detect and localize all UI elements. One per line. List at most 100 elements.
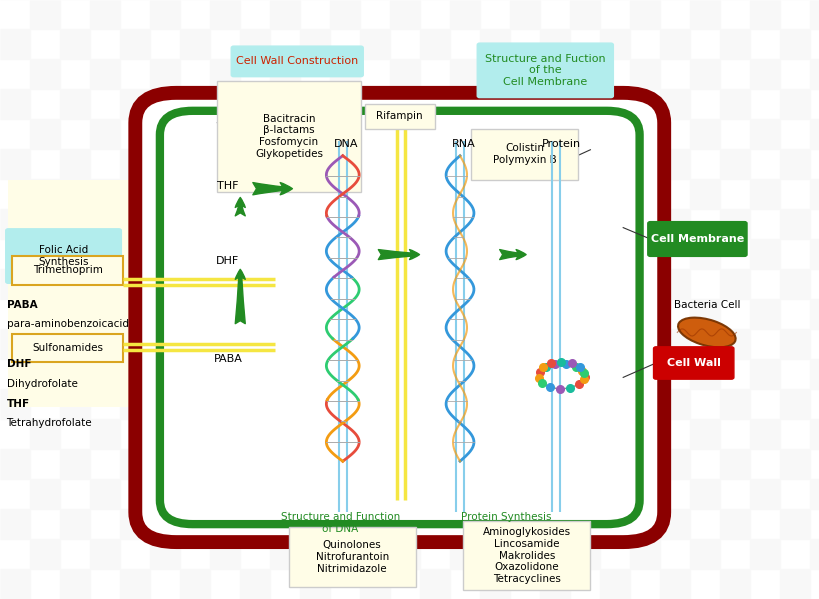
Bar bbox=[419, 89, 450, 119]
Bar bbox=[210, 0, 240, 29]
Bar bbox=[120, 29, 150, 59]
Bar bbox=[659, 209, 689, 239]
Bar bbox=[659, 149, 689, 179]
Bar bbox=[569, 359, 600, 389]
Bar bbox=[479, 389, 509, 419]
Bar bbox=[300, 509, 329, 539]
Bar bbox=[600, 209, 629, 239]
Bar bbox=[90, 359, 120, 389]
Bar bbox=[240, 389, 269, 419]
Bar bbox=[419, 569, 450, 599]
Bar bbox=[60, 269, 90, 299]
Bar bbox=[360, 29, 390, 59]
Text: Bacitracin
β-lactams
Fosfomycin
Glykopetides: Bacitracin β-lactams Fosfomycin Glykopet… bbox=[255, 114, 323, 159]
Bar bbox=[749, 359, 779, 389]
Bar bbox=[450, 239, 479, 269]
Bar bbox=[329, 59, 360, 89]
Bar bbox=[180, 449, 210, 479]
Bar bbox=[419, 449, 450, 479]
Bar bbox=[240, 329, 269, 359]
Bar bbox=[269, 419, 300, 449]
Bar bbox=[479, 149, 509, 179]
Text: Bacteria Cell: Bacteria Cell bbox=[672, 301, 740, 310]
Bar bbox=[60, 29, 90, 59]
Bar bbox=[300, 209, 329, 239]
Bar bbox=[360, 449, 390, 479]
Bar bbox=[479, 269, 509, 299]
Bar bbox=[719, 569, 749, 599]
Ellipse shape bbox=[677, 317, 735, 347]
Bar bbox=[60, 329, 90, 359]
Bar bbox=[390, 299, 419, 329]
Bar bbox=[180, 149, 210, 179]
Bar bbox=[689, 419, 719, 449]
Bar bbox=[659, 29, 689, 59]
Bar bbox=[180, 29, 210, 59]
Bar bbox=[509, 359, 540, 389]
Bar bbox=[0, 89, 30, 119]
Bar bbox=[30, 419, 60, 449]
FancyBboxPatch shape bbox=[477, 43, 613, 98]
Bar bbox=[329, 479, 360, 509]
Bar bbox=[180, 509, 210, 539]
Bar bbox=[300, 29, 329, 59]
Bar bbox=[269, 479, 300, 509]
Bar bbox=[60, 89, 90, 119]
Bar bbox=[779, 569, 809, 599]
Bar bbox=[150, 119, 180, 149]
Bar bbox=[329, 119, 360, 149]
Bar bbox=[90, 239, 120, 269]
Bar bbox=[390, 359, 419, 389]
Bar bbox=[300, 89, 329, 119]
Bar bbox=[779, 509, 809, 539]
Bar bbox=[479, 449, 509, 479]
Text: DHF: DHF bbox=[216, 256, 239, 265]
Bar bbox=[509, 539, 540, 569]
FancyBboxPatch shape bbox=[231, 46, 363, 77]
Bar bbox=[150, 0, 180, 29]
Bar bbox=[450, 539, 479, 569]
Bar bbox=[450, 299, 479, 329]
Bar bbox=[600, 29, 629, 59]
Bar bbox=[779, 269, 809, 299]
Bar bbox=[629, 59, 659, 89]
Text: THF: THF bbox=[217, 181, 238, 190]
Bar bbox=[0, 29, 30, 59]
Bar bbox=[240, 449, 269, 479]
Bar bbox=[210, 539, 240, 569]
Bar bbox=[329, 419, 360, 449]
Bar bbox=[60, 449, 90, 479]
Bar bbox=[419, 269, 450, 299]
Bar bbox=[180, 569, 210, 599]
Bar bbox=[509, 479, 540, 509]
Bar bbox=[360, 89, 390, 119]
Bar bbox=[180, 269, 210, 299]
Bar bbox=[329, 239, 360, 269]
Bar bbox=[8, 180, 135, 407]
Bar bbox=[240, 509, 269, 539]
Bar bbox=[749, 0, 779, 29]
Bar bbox=[689, 299, 719, 329]
Text: DNA: DNA bbox=[333, 139, 358, 149]
Bar bbox=[210, 299, 240, 329]
Bar bbox=[659, 389, 689, 419]
Bar bbox=[180, 209, 210, 239]
Bar bbox=[749, 299, 779, 329]
Bar bbox=[689, 239, 719, 269]
Text: Rifampin: Rifampin bbox=[376, 111, 423, 121]
Bar bbox=[300, 569, 329, 599]
Bar bbox=[30, 239, 60, 269]
Bar bbox=[659, 509, 689, 539]
Bar bbox=[150, 359, 180, 389]
Bar bbox=[60, 389, 90, 419]
Text: Sulfonamides: Sulfonamides bbox=[32, 343, 103, 353]
Bar bbox=[719, 209, 749, 239]
Bar bbox=[300, 449, 329, 479]
Bar bbox=[419, 209, 450, 239]
Bar bbox=[360, 389, 390, 419]
Bar bbox=[329, 539, 360, 569]
Bar bbox=[180, 389, 210, 419]
Bar bbox=[600, 569, 629, 599]
Bar bbox=[479, 209, 509, 239]
Bar bbox=[719, 509, 749, 539]
